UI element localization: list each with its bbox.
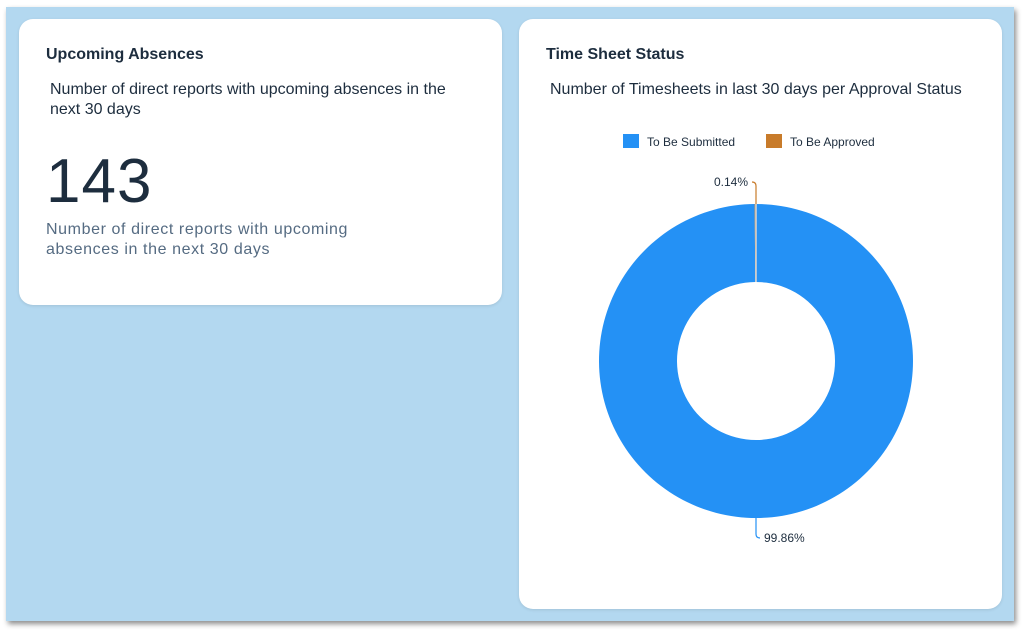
legend-label: To Be Approved: [790, 135, 875, 149]
leader-line-small: [751, 181, 757, 204]
legend-label: To Be Submitted: [647, 135, 735, 149]
dashboard-canvas: Upcoming Absences Number of direct repor…: [6, 7, 1014, 621]
upcoming-absences-card[interactable]: Upcoming Absences Number of direct repor…: [19, 19, 502, 305]
slice-label-to-be-submitted: 99.86%: [764, 531, 805, 545]
legend-item-0[interactable]: To Be Submitted: [623, 134, 735, 149]
slice-labels: 0.14% 99.86%: [714, 175, 805, 545]
donut-slices: [598, 204, 913, 518]
chart-legend: To Be Submitted To Be Approved: [623, 134, 875, 149]
legend-swatch: [623, 134, 639, 148]
upcoming-absences-title: Upcoming Absences: [46, 46, 204, 63]
upcoming-absences-kpi-value: 143: [46, 147, 153, 216]
donut-slice-0[interactable]: [598, 204, 913, 518]
time-sheet-status-subtitle: Number of Timesheets in last 30 days per…: [550, 81, 962, 98]
legend-swatch: [766, 134, 782, 148]
time-sheet-status-card[interactable]: Time Sheet Status Number of Timesheets i…: [519, 19, 1002, 609]
legend-item-1[interactable]: To Be Approved: [766, 134, 875, 149]
time-sheet-status-title: Time Sheet Status: [546, 46, 685, 63]
upcoming-absences-subtitle: Number of direct reports with upcoming a…: [50, 81, 446, 118]
slice-label-to-be-approved: 0.14%: [714, 175, 748, 189]
upcoming-absences-kpi-description: Number of direct reports with upcoming a…: [46, 221, 349, 258]
time-sheet-donut-chart: To Be Submitted To Be Approved 0.14% 99.86…: [598, 134, 913, 545]
leader-line-big: [755, 518, 761, 539]
